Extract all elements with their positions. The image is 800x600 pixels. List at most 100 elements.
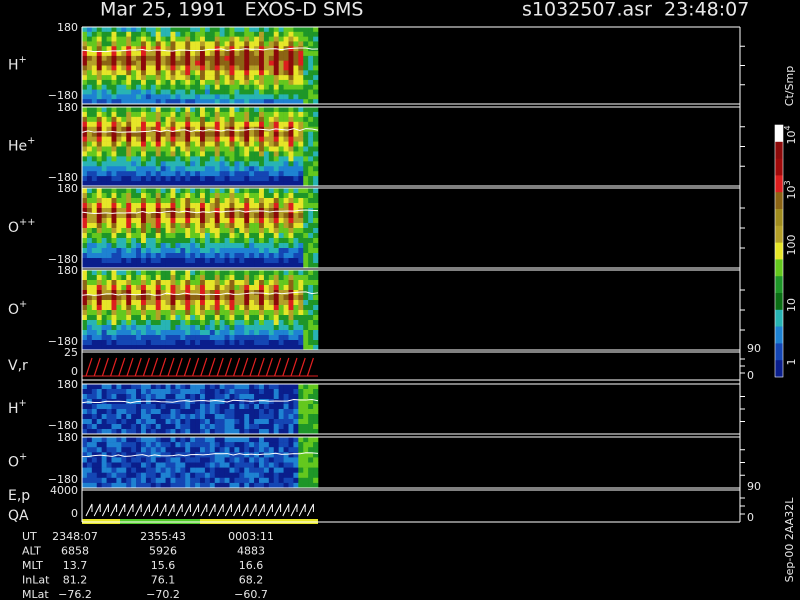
spectrogram-cell [195,121,201,128]
spectrogram-cell [204,467,211,473]
spectrogram-cell [145,462,152,468]
spectrogram-cell [91,258,98,264]
spectrogram-cell [293,161,299,167]
spectrogram-cell [185,41,191,47]
spectrogram-cell [121,477,127,484]
spectrogram-cell [131,213,137,219]
spectrogram-cell [209,442,216,448]
spectrogram-cell [175,79,181,86]
spectrogram-cell [150,414,157,420]
spectrogram-cell [101,131,107,137]
spectrogram-cell [180,345,186,351]
spectrogram-cell [263,198,270,204]
spectrogram-cell [278,36,284,42]
spectrogram-cell [288,248,294,254]
spectrogram-cell [165,394,171,400]
spectrogram-cell [229,238,235,244]
spectrogram-cell [101,198,107,204]
spectrogram-cell [234,126,240,132]
spectrogram-cell [96,208,102,214]
spectrogram-cell [200,171,206,177]
spectrogram-cell [116,203,122,209]
spectrogram-cell [273,258,279,264]
spectrogram-cell [96,89,102,95]
spectrogram-cell [190,457,196,463]
spectrogram-cell [224,320,230,326]
spectrogram-cell [288,437,294,443]
spectrogram-cell [165,60,171,66]
spectrogram-cell [239,270,245,276]
spectrogram-cell [303,429,309,435]
spectrogram-cell [190,89,196,95]
spectrogram-cell [82,419,88,425]
spectrogram-cell [298,462,304,468]
spectrogram-cell [298,253,304,259]
spectrogram-cell [91,203,98,209]
spectrogram-cell [298,121,304,128]
spectrogram-cell [204,166,211,172]
spectrogram-cell [165,409,171,415]
spectrogram-cell [111,409,117,415]
spectrogram-cell [308,60,314,66]
spectrogram-cell [106,437,112,443]
spectrogram-cell [131,248,137,254]
spectrogram-cell [288,188,294,194]
spectrogram-cell [254,218,260,224]
spectrogram-cell [111,472,117,479]
spectrogram-cell [121,146,127,152]
spectrogram-cell [303,89,309,95]
spectrogram-cell [293,462,299,468]
spectrogram-cell [214,467,220,473]
spectrogram-cell [160,414,166,420]
spectrogram-cell [131,136,137,142]
spectrogram-cell [155,99,161,105]
spectrogram-cell [283,305,289,311]
spectrogram-cell [278,414,284,420]
spectrogram-cell [204,389,211,395]
spectrogram-cell [96,161,102,167]
spectrogram-cell [116,223,122,229]
spectrogram-cell [86,335,93,341]
spectrogram-cell [268,325,275,331]
spectrogram-cell [263,188,270,194]
spectrogram-cell [121,414,127,420]
spectrogram-cell [170,300,176,306]
spectrogram-cell [185,213,191,219]
spectrogram-cell [229,161,235,167]
spectrogram-cell [239,290,245,296]
spectrogram-cell [308,429,314,435]
spectrogram-cell [160,467,166,473]
spectrogram-cell [308,384,314,390]
spectrogram-cell [288,467,294,473]
spectrogram-cell [254,447,260,453]
spectrogram-cell [170,457,176,463]
spectrogram-cell [249,482,255,489]
spectrogram-cell [209,295,216,301]
spectrogram-cell [303,270,309,276]
spectrogram-cell [150,243,157,249]
spectrogram-cell [116,335,122,341]
spectrogram-cell [298,181,304,187]
spectrogram-cell [136,447,142,453]
spectrogram-cell [82,94,88,100]
spectrogram-cell [145,141,152,147]
spectrogram-cell [219,213,225,219]
spectrogram-cell [175,84,181,90]
spectrogram-cell [239,79,245,86]
spectrogram-cell [219,51,225,57]
spectrogram-cell [150,467,157,473]
spectrogram-cell [131,89,137,95]
colorbar-swatch [775,125,783,143]
spectrogram-cell [175,419,181,425]
spectrogram-cell [86,60,93,66]
spectrogram-cell [244,131,250,137]
spectrogram-cell [259,94,265,100]
spectrogram-cell [141,156,147,162]
spectrogram-cell [288,399,294,405]
spectrogram-cell [234,111,240,118]
spectrogram-cell [160,477,166,484]
spectrogram-cell [165,442,171,448]
spectrogram-cell [136,181,142,187]
spectrogram-cell [131,424,137,430]
spectrogram-cell [82,437,88,443]
